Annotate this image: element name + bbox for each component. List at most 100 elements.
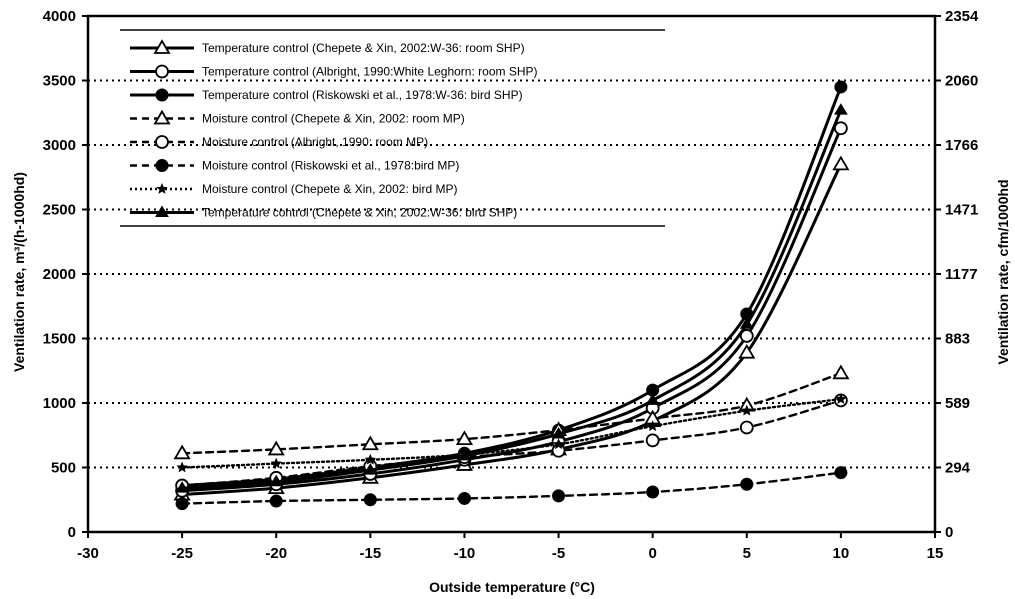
series-line (180, 471, 843, 505)
series-6 (176, 392, 847, 473)
data-point (739, 329, 754, 343)
data-point (551, 426, 566, 439)
legend-label: Temperature control (Chepete & Xin, 2002… (202, 41, 525, 55)
data-point (739, 420, 754, 435)
legend-label: Temperature control (Riskowski et al., 1… (202, 88, 523, 102)
data-point (834, 80, 848, 94)
data-point (832, 155, 850, 171)
legend-entry: Temperature control (Chepete & Xin, 2002… (130, 206, 517, 220)
data-point (176, 461, 188, 473)
data-point (173, 444, 191, 460)
legend-entry: Temperature control (Albright, 1990:Whit… (130, 65, 538, 79)
legend-swatch-marker (155, 135, 169, 149)
legend-swatch-marker (153, 109, 171, 125)
legend-label: Temperature control (Albright, 1990:Whit… (202, 65, 538, 79)
legend-swatch-marker (155, 205, 169, 217)
legend-label: Temperature control (Chepete & Xin, 2002… (202, 206, 517, 220)
data-point (834, 466, 848, 480)
y-tick-label-right: 2354 (945, 8, 979, 25)
y-tick-label-right: 883 (945, 331, 970, 348)
y-tick-label-left: 2000 (43, 266, 76, 283)
series-3 (173, 364, 850, 460)
data-point (363, 493, 377, 507)
data-point (552, 489, 566, 503)
legend-entry: Moisture control (Albright, 1990: room M… (130, 135, 428, 149)
y-tick-label-right: 1471 (945, 202, 978, 219)
legend-swatch-marker (155, 64, 169, 79)
series-5 (175, 466, 848, 511)
y-tick-label-left: 3000 (43, 137, 76, 154)
data-point (739, 317, 754, 329)
x-tick-label: -5 (552, 545, 565, 562)
y-tick-label-left: 3500 (43, 73, 76, 90)
data-point (457, 448, 472, 461)
series-7 (175, 103, 848, 493)
x-tick-label: -15 (359, 545, 381, 562)
y-tick-label-right: 294 (945, 460, 971, 477)
data-point (270, 457, 283, 469)
series-line (180, 372, 843, 455)
y-tick-label-left: 0 (68, 524, 76, 541)
data-point (646, 420, 659, 432)
x-tick-label: -30 (77, 545, 99, 562)
y-tick-label-left: 1500 (43, 331, 76, 348)
x-tick-label: -25 (171, 545, 193, 562)
legend-entry: Moisture control (Chepete & Xin, 2002: b… (130, 182, 457, 196)
x-tick-label: -20 (265, 545, 287, 562)
data-point (645, 393, 660, 405)
data-point (834, 103, 848, 115)
data-point (646, 485, 660, 499)
series-line (180, 397, 843, 469)
legend-entry: Moisture control (Chepete & Xin, 2002: r… (130, 109, 465, 126)
y-tick-label-right: 1766 (945, 137, 978, 154)
data-point (457, 491, 471, 505)
data-point (552, 438, 565, 450)
y-tick-label-right: 2060 (945, 73, 978, 90)
data-point (361, 435, 379, 451)
data-point (832, 364, 850, 380)
legend-entry: Moisture control (Riskowski et al., 1978… (130, 159, 459, 173)
axes-layer: -30 -25 -20 -15 -10 -5 0 5 10 1505001000150020002… (43, 8, 979, 562)
legend-entry: Temperature control (Chepete & Xin, 2002… (130, 39, 525, 55)
data-point (175, 497, 189, 511)
data-point (455, 430, 474, 446)
y-tick-label-left: 500 (51, 460, 76, 477)
data-point (740, 404, 753, 416)
y-tick-label-left: 2500 (43, 202, 76, 219)
x-tick-label: -10 (454, 545, 476, 562)
legend-label: Moisture control (Chepete & Xin, 2002: b… (202, 182, 457, 196)
data-point (645, 433, 660, 448)
series-line (180, 399, 843, 487)
data-point (835, 392, 847, 405)
y-tick-label-right: 1177 (945, 266, 978, 283)
legend-entry: Temperature control (Riskowski et al., 1… (130, 88, 523, 102)
y-tick-label-left: 1000 (43, 395, 76, 412)
legend-swatch-marker (153, 39, 171, 54)
legend-label: Moisture control (Chepete & Xin, 2002: r… (202, 112, 465, 126)
data-point (740, 477, 754, 491)
data-point (269, 494, 283, 508)
y-tick-label-right: 0 (945, 524, 953, 541)
y-axis-title-left: Ventilation rate, m³/(h-1000hd) (11, 172, 27, 372)
legend-swatch-marker (156, 182, 168, 194)
legend-label: Moisture control (Albright, 1990: room M… (202, 135, 428, 149)
legend-swatch-marker (155, 159, 169, 172)
data-point (267, 440, 285, 456)
legend-label: Moisture control (Riskowski et al., 1978… (202, 159, 459, 173)
y-tick-label-left: 4000 (43, 8, 76, 25)
legend: Temperature control (Chepete & Xin, 2002… (120, 29, 665, 227)
legend-swatch-marker (155, 88, 169, 102)
x-tick-label: 5 (743, 545, 751, 562)
data-point (364, 453, 377, 465)
x-tick-label: 10 (833, 545, 850, 562)
x-tick-label: 15 (927, 545, 944, 562)
y-tick-label-right: 589 (945, 395, 970, 412)
data-point (738, 343, 756, 359)
y-axis-title-right: Ventilation rate, cfm/1000hd (995, 179, 1011, 364)
x-axis-title: Outside temperature (°C) (429, 579, 595, 595)
series-layer (173, 80, 850, 511)
x-tick-label: 0 (648, 545, 656, 562)
data-point (175, 481, 189, 493)
